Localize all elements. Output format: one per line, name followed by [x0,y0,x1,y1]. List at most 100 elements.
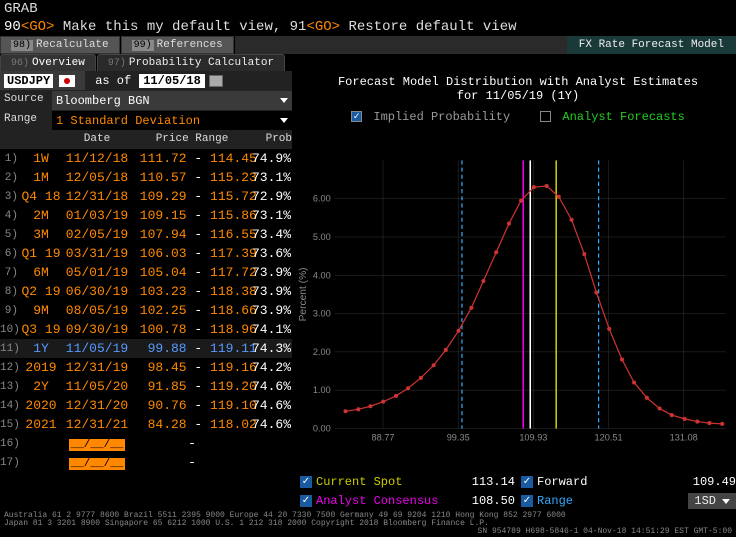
tab-label: Overview [32,57,85,69]
chart-title: Forecast Model Distribution with Analyst… [292,71,736,106]
stat-value: 108.50 [472,494,515,508]
stat-label: Current Spot [316,475,402,489]
toolbar: 98) Recalculate 99) References FX Rate F… [0,36,736,54]
source-select[interactable]: Bloomberg BGN [52,91,292,110]
go-token: <GO> [21,19,55,35]
range-select[interactable]: 1 Standard Deviation [52,111,292,130]
stat-label: Analyst Consensus [316,494,438,508]
hotkey-90: 90 [4,19,21,35]
console-line-2: 90<GO> Make this my default view, 91<GO>… [0,18,736,36]
table-row[interactable]: 12)201912/31/19 98.45 - 119.1674.2% [0,358,292,377]
hotkey-label: 99) [132,40,154,51]
controls: USDJPY as of 11/05/18 Source Bloomberg B… [0,71,292,131]
svg-text:131.08: 131.08 [670,433,698,443]
console-text: Restore default view [340,19,516,35]
app-title: FX Rate Forecast Model [567,36,736,54]
stat-consensus[interactable]: ✓ Analyst Consensus 108.50 [300,494,515,508]
main: USDJPY as of 11/05/18 Source Bloomberg B… [0,71,736,511]
legend-label: Analyst Forecasts [562,110,684,124]
legend-label: Implied Probability [373,110,510,124]
button-label: Recalculate [36,39,109,51]
col-date-header: Date [62,131,132,149]
checkbox-icon: ✓ [521,495,533,507]
stat-value: 109.49 [693,475,736,489]
table-row[interactable]: 10)Q3 1909/30/19 100.78 - 118.9674.1% [0,320,292,339]
svg-text:2.00: 2.00 [313,347,331,357]
stat-forward[interactable]: ✓ Forward 109.49 [521,475,736,489]
table-row[interactable]: 1)1W11/12/18 111.72 - 114.4574.9% [0,149,292,168]
distribution-chart: 0.001.002.003.004.005.006.0088.7799.3510… [296,132,736,473]
source-value: Bloomberg BGN [56,94,150,108]
tab-overview[interactable]: 96) Overview [0,54,96,71]
chevron-down-icon [722,499,730,504]
table-row[interactable]: 7)6M05/01/19 105.04 - 117.7273.9% [0,263,292,282]
table-row[interactable]: 11)1Y11/05/19 99.88 - 119.1174.3% [0,339,292,358]
checkbox-icon: ✓ [300,495,312,507]
col-prob-header: Prob [252,131,292,149]
range-dropdown-value: 1SD [694,494,716,508]
checkbox-icon [540,111,551,122]
asof-date-input[interactable]: 11/05/18 [135,71,292,90]
table-row[interactable]: 6)Q1 1903/31/19 106.03 - 117.3973.6% [0,244,292,263]
left-panel: USDJPY as of 11/05/18 Source Bloomberg B… [0,71,292,511]
table-row[interactable]: 15)202112/31/21 84.28 - 118.0274.6% [0,415,292,434]
svg-text:88.77: 88.77 [371,433,394,443]
footer-line-2b: SN 954789 H698-5846-1 04-Nov-18 14:51:29… [4,528,732,536]
data-rows: 1)1W11/12/18 111.72 - 114.4574.9%2)1M12/… [0,149,292,472]
legend-implied[interactable]: ✓ Implied Probability [351,110,510,124]
table-row[interactable]: 2)1M12/05/18 110.57 - 115.2373.1% [0,168,292,187]
svg-text:6.00: 6.00 [313,194,331,204]
references-button[interactable]: 99) References [121,36,234,54]
stat-range[interactable]: ✓ Range 1SD [521,493,736,509]
footer-line-2a: Japan 81 3 3201 8900 Singapore 65 6212 1… [4,520,489,528]
range-value: 1 Standard Deviation [56,114,200,128]
hotkey-label: 98) [11,40,33,51]
col-range-header: Price Range [132,131,252,149]
toolbar-spacer [235,36,567,54]
legend-analyst[interactable]: Analyst Forecasts [540,110,685,124]
range-dropdown[interactable]: 1SD [688,493,736,509]
checkbox-icon: ✓ [351,111,362,122]
stat-label: Range [537,494,573,508]
tab-probability-calculator[interactable]: 97) Probability Calculator [97,54,285,71]
table-header: Date Price Range Prob [0,131,292,149]
table-row[interactable]: 9)9M08/05/19 102.25 - 118.6673.9% [0,301,292,320]
source-label: Source [0,91,52,110]
stat-value: 113.14 [472,475,515,489]
button-label: References [157,39,223,51]
calendar-icon[interactable] [209,75,223,87]
svg-text:3.00: 3.00 [313,308,331,318]
svg-text:99.35: 99.35 [447,433,470,443]
table-row[interactable]: 3)Q4 1812/31/18 109.29 - 115.7272.9% [0,187,292,206]
recalculate-button[interactable]: 98) Recalculate [0,36,120,54]
stat-current-spot[interactable]: ✓ Current Spot 113.14 [300,475,515,489]
footer: Australia 61 2 9777 8600 Brazil 5511 239… [0,511,736,537]
table-row[interactable]: 13)2Y11/05/20 91.85 - 119.2074.6% [0,377,292,396]
svg-text:5.00: 5.00 [313,232,331,242]
pair-value: USDJPY [4,74,53,88]
hotkey-label: 97) [108,58,126,69]
hotkey-label: 96) [11,58,29,69]
chart-title-l1: Forecast Model Distribution with Analyst… [292,75,736,89]
chevron-down-icon [280,118,288,123]
table-row[interactable]: 8)Q2 1906/30/19 103.23 - 118.3873.9% [0,282,292,301]
console-line-1: GRAB [0,0,736,18]
table-row[interactable]: 4)2M01/03/19 109.15 - 115.8673.1% [0,206,292,225]
svg-text:120.51: 120.51 [595,433,623,443]
chevron-down-icon [280,98,288,103]
chart-area: 0.001.002.003.004.005.006.0088.7799.3510… [296,132,736,473]
pair-select[interactable]: USDJPY [0,71,85,90]
go-token: <GO> [306,19,340,35]
table-row[interactable]: 14)202012/31/20 90.76 - 119.1074.6% [0,396,292,415]
svg-text:0.00: 0.00 [313,423,331,433]
table-row-empty[interactable]: 16)__/__/__- [0,434,292,453]
svg-text:1.00: 1.00 [313,385,331,395]
svg-text:Percent (%): Percent (%) [298,267,309,321]
table-row[interactable]: 5)3M02/05/19 107.94 - 116.5573.4% [0,225,292,244]
stat-label: Forward [537,475,587,489]
stats-row-2: ✓ Analyst Consensus 108.50 ✓ Range 1SD [292,491,736,511]
table-row-empty[interactable]: 17)__/__/__- [0,453,292,472]
console-text: Make this my default view, 91 [54,19,306,35]
right-panel: Forecast Model Distribution with Analyst… [292,71,736,511]
date-value: 11/05/18 [139,74,205,88]
